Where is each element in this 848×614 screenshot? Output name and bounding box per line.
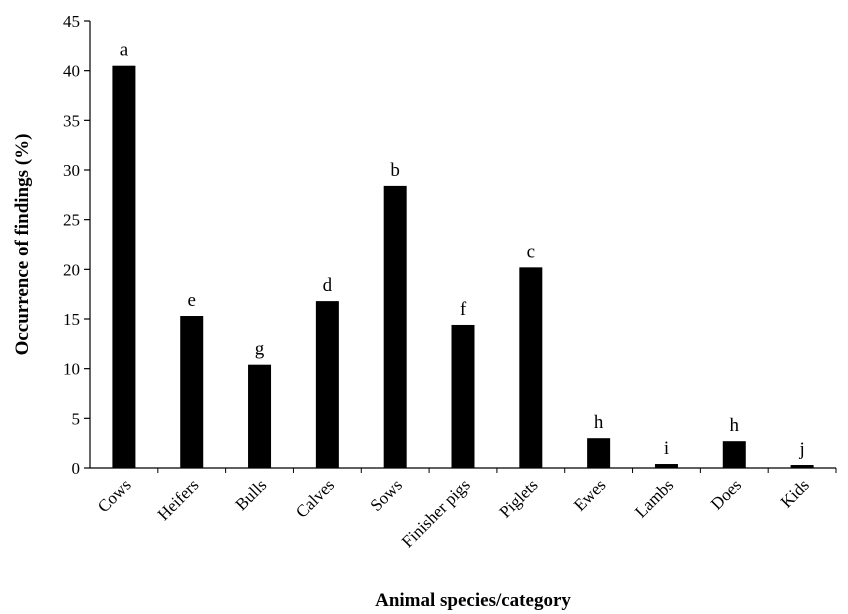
- bars: [112, 65, 814, 469]
- y-tick-label: 45: [63, 12, 80, 31]
- y-axis-ticks: 0 5 10 15 20 25 30 35 40 45: [63, 12, 90, 478]
- y-tick-label: 30: [63, 161, 80, 180]
- x-tick-label: Ewes: [570, 475, 609, 514]
- x-tick-label: Finisher pigs: [398, 475, 474, 551]
- bar-kids: [790, 465, 814, 468]
- bar-annotation-letter: h: [730, 415, 740, 436]
- x-tick-label: Cows: [94, 475, 135, 516]
- bar-heifers: [180, 316, 204, 468]
- bar-annotation-letter: g: [255, 339, 265, 360]
- bar-calves: [315, 301, 339, 468]
- y-tick-label: 35: [63, 111, 80, 130]
- x-tick-label: Sows: [367, 475, 406, 514]
- x-tick-label: Lambs: [631, 475, 677, 521]
- bar-annotation-letter: h: [594, 412, 604, 433]
- x-tick-label: Piglets: [495, 475, 541, 521]
- y-tick-label: 0: [72, 459, 81, 478]
- bar-cows: [112, 65, 136, 468]
- x-axis-title: Animal species/category: [375, 590, 571, 611]
- y-tick-label: 5: [72, 409, 81, 428]
- y-tick-label: 10: [63, 360, 80, 379]
- bar-annotation-letter: j: [798, 439, 804, 460]
- y-axis-title: Occurrence of findings (%): [12, 134, 33, 356]
- bar-annotation-letter: f: [460, 299, 467, 320]
- bar-annotation-letter: d: [323, 275, 333, 296]
- bar-piglets: [519, 267, 543, 468]
- x-tick-label: Kids: [777, 475, 813, 511]
- x-tick-label: Heifers: [154, 475, 203, 524]
- x-tick-label: Bulls: [232, 475, 271, 514]
- x-tick-label: Calves: [292, 475, 338, 521]
- bar-lambs: [654, 464, 678, 468]
- bar-finisher-pigs: [451, 324, 475, 468]
- y-tick-label: 25: [63, 211, 80, 230]
- bar-annotation-letter: i: [664, 438, 669, 459]
- bar-annotation-letter: a: [120, 40, 129, 61]
- y-tick-label: 20: [63, 260, 80, 279]
- x-tick-label: Does: [707, 475, 745, 513]
- bar-annotation-letter: c: [527, 241, 535, 262]
- bar-ewes: [587, 438, 611, 468]
- bar-annotation-letter: e: [188, 290, 196, 311]
- bar-annotations: a e g d b f c h i h j: [120, 40, 805, 460]
- y-tick-label: 40: [63, 62, 80, 81]
- bar-does: [722, 441, 746, 468]
- bar-sows: [383, 185, 407, 469]
- bar-annotation-letter: b: [390, 160, 400, 181]
- y-tick-label: 15: [63, 310, 80, 329]
- bar-bulls: [248, 364, 272, 468]
